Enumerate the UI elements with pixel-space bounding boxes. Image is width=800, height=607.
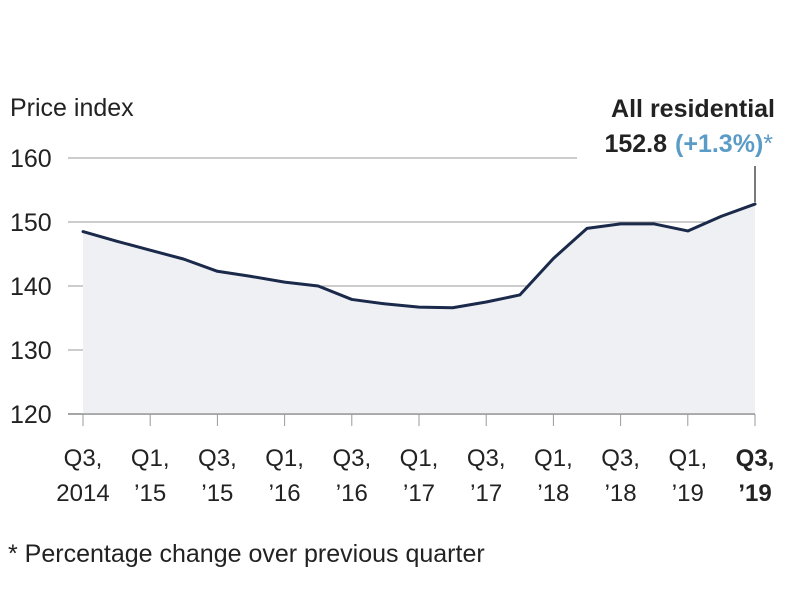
annotation-title: All residential xyxy=(611,95,775,123)
x-tick-label-line2: ’18 xyxy=(537,480,569,507)
x-tick-label-line2: ’16 xyxy=(336,480,368,507)
x-tick-label-line2: ’19 xyxy=(672,480,704,507)
x-tick-labels: Q3, 2014 Q1, ’15 Q3, ’15 Q1, ’16 Q3, ’16 Q1, ’17 Q3,… xyxy=(56,414,774,507)
series-area-fill xyxy=(83,204,755,414)
y-tick-label-150: 150 xyxy=(10,209,52,237)
annotation-value: 152.8 xyxy=(604,130,667,158)
x-tick-label-line2: ’15 xyxy=(134,480,166,507)
x-tick-label-line1: Q3, xyxy=(198,445,237,472)
x-tick-label-line2: ’16 xyxy=(269,480,301,507)
x-tick-label-line2: ’17 xyxy=(470,480,502,507)
y-tick-label-130: 130 xyxy=(10,337,52,365)
y-tick-labels: 120 130 140 150 160 xyxy=(10,145,52,429)
x-tick-label-line1: Q1, xyxy=(668,445,707,472)
x-tick-label-line1: Q1, xyxy=(265,445,304,472)
x-tick-label-line1: Q1, xyxy=(400,445,439,472)
y-tick-label-140: 140 xyxy=(10,273,52,301)
x-tick-label-line2: ’15 xyxy=(201,480,233,507)
x-tick-label-line1: Q1, xyxy=(534,445,573,472)
x-tick-label-line1: Q3, xyxy=(601,445,640,472)
x-tick-label-line2: 2014 xyxy=(56,480,109,507)
x-tick-label-line2: ’19 xyxy=(738,480,771,507)
latest-value-annotation: All residential 152.8 (+1.3%)* xyxy=(604,95,775,158)
x-tick-label-line1: Q1, xyxy=(131,445,170,472)
footnote: * Percentage change over previous quarte… xyxy=(8,540,485,568)
y-tick-label-160: 160 xyxy=(10,145,52,173)
series-line-all-residential xyxy=(81,202,757,310)
x-tick-label-line1: Q3, xyxy=(736,445,775,472)
x-tick-label-line1: Q3, xyxy=(64,445,103,472)
annotation-value-line: 152.8 (+1.3%)* xyxy=(604,130,773,158)
x-tick-label-line2: ’18 xyxy=(605,480,637,507)
annotation-change: (+1.3%) xyxy=(675,130,763,158)
annotation-marker: * xyxy=(763,130,773,158)
x-tick-label-line2: ’17 xyxy=(403,480,435,507)
x-tick-label-line1: Q3, xyxy=(467,445,506,472)
y-tick-label-120: 120 xyxy=(10,401,52,429)
x-tick-label-line1: Q3, xyxy=(332,445,371,472)
y-axis-title: Price index xyxy=(10,94,134,122)
plot-area xyxy=(68,166,757,415)
